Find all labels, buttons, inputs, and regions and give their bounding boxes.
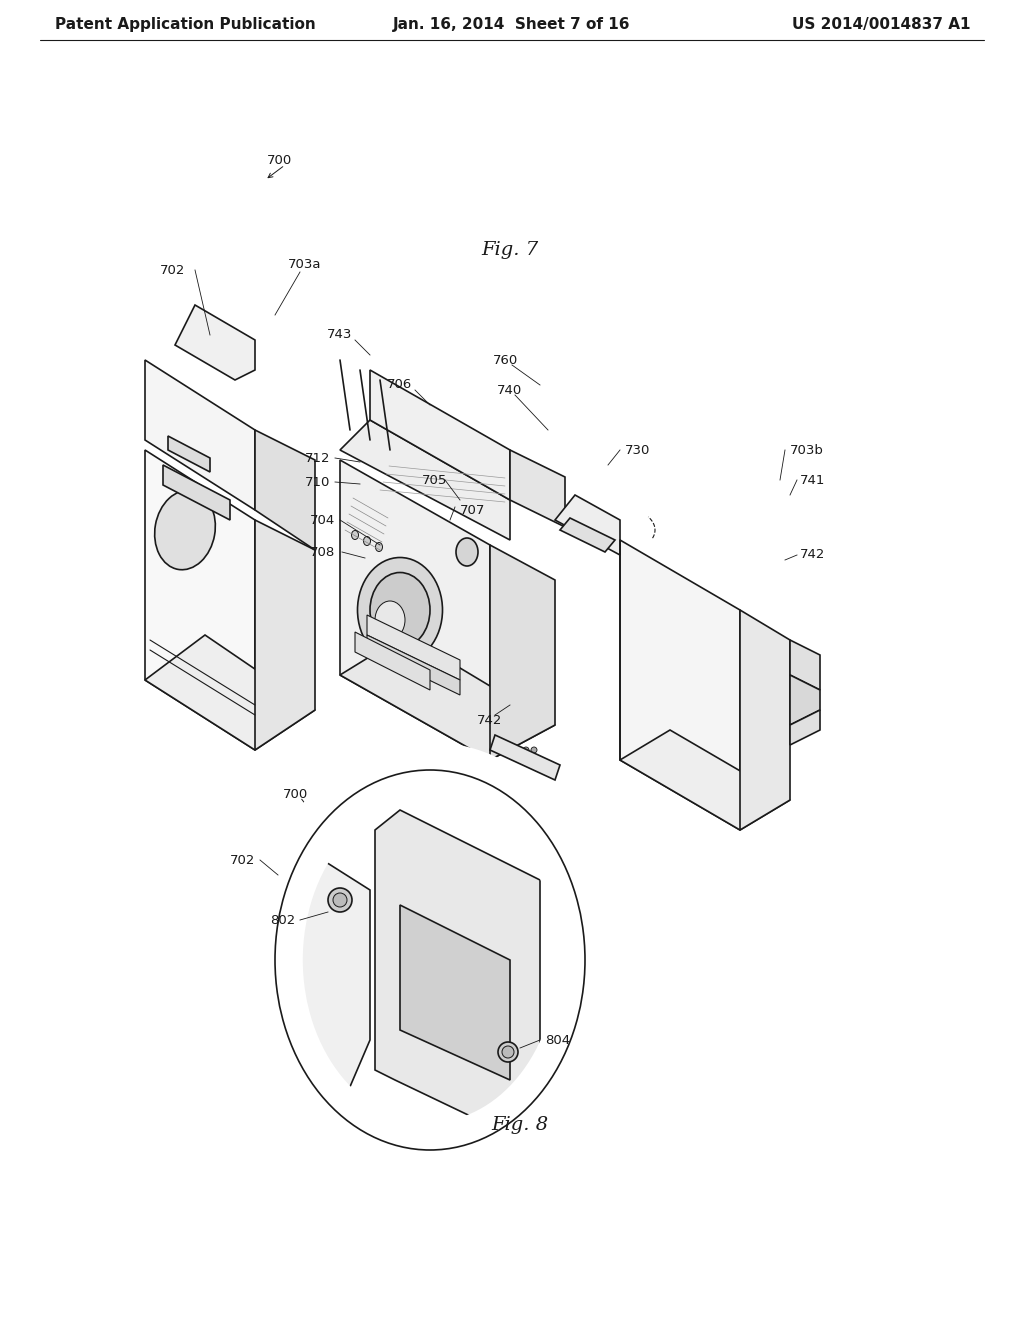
Text: Jan. 16, 2014  Sheet 7 of 16: Jan. 16, 2014 Sheet 7 of 16 [393, 17, 631, 33]
Text: 708: 708 [309, 545, 335, 558]
Text: 741: 741 [800, 474, 825, 487]
Circle shape [498, 1041, 518, 1063]
Text: 707: 707 [460, 503, 485, 516]
Circle shape [502, 1045, 514, 1059]
Circle shape [515, 747, 521, 752]
Text: 706: 706 [387, 379, 413, 392]
Polygon shape [490, 735, 560, 780]
Polygon shape [145, 635, 315, 750]
Text: 700: 700 [283, 788, 307, 801]
Polygon shape [145, 450, 255, 750]
Ellipse shape [375, 601, 406, 639]
Text: Fig. 7: Fig. 7 [481, 242, 539, 259]
Text: 705: 705 [422, 474, 447, 487]
Ellipse shape [275, 770, 585, 1150]
Polygon shape [367, 615, 460, 680]
Circle shape [523, 747, 529, 752]
Text: US 2014/0014837 A1: US 2014/0014837 A1 [792, 17, 970, 33]
Text: Fig. 8: Fig. 8 [492, 1115, 549, 1134]
Text: 712: 712 [304, 451, 330, 465]
Text: 703a: 703a [288, 259, 322, 272]
Ellipse shape [155, 490, 215, 570]
Polygon shape [375, 810, 540, 1135]
Text: 703b: 703b [790, 444, 824, 457]
Ellipse shape [370, 573, 430, 648]
Polygon shape [340, 635, 555, 760]
Polygon shape [280, 851, 370, 1110]
Ellipse shape [408, 750, 423, 760]
Text: 760: 760 [493, 354, 517, 367]
Polygon shape [255, 520, 315, 750]
Polygon shape [620, 730, 790, 830]
Polygon shape [145, 360, 255, 510]
Text: Patent Application Publication: Patent Application Publication [55, 17, 315, 33]
Ellipse shape [376, 543, 383, 552]
Ellipse shape [364, 536, 371, 545]
Polygon shape [620, 540, 740, 830]
Text: 730: 730 [625, 444, 650, 457]
Polygon shape [790, 675, 820, 725]
Text: 742: 742 [800, 549, 825, 561]
Polygon shape [340, 459, 490, 760]
Text: 700: 700 [267, 153, 293, 166]
Ellipse shape [351, 531, 358, 540]
Text: 710: 710 [304, 475, 330, 488]
Text: 802: 802 [269, 913, 295, 927]
Polygon shape [555, 495, 620, 554]
Text: 740: 740 [498, 384, 522, 396]
Polygon shape [400, 906, 510, 1080]
Polygon shape [560, 517, 615, 552]
Polygon shape [175, 305, 255, 380]
Polygon shape [510, 450, 565, 527]
Text: 742: 742 [477, 714, 503, 726]
Circle shape [333, 894, 347, 907]
Polygon shape [340, 420, 510, 540]
Polygon shape [355, 632, 430, 690]
Ellipse shape [357, 557, 442, 663]
Text: 702: 702 [229, 854, 255, 866]
Ellipse shape [456, 539, 478, 566]
Polygon shape [740, 610, 790, 830]
Polygon shape [790, 640, 820, 690]
Circle shape [507, 747, 513, 752]
Text: 804: 804 [545, 1034, 570, 1047]
Circle shape [531, 747, 537, 752]
Text: 704: 704 [309, 513, 335, 527]
Text: 743: 743 [328, 329, 352, 342]
Polygon shape [367, 635, 460, 696]
Polygon shape [168, 436, 210, 473]
Polygon shape [163, 465, 230, 520]
Polygon shape [255, 430, 315, 550]
Polygon shape [490, 545, 555, 760]
Polygon shape [370, 370, 510, 500]
Polygon shape [790, 710, 820, 744]
Text: 702: 702 [160, 264, 185, 276]
Circle shape [328, 888, 352, 912]
